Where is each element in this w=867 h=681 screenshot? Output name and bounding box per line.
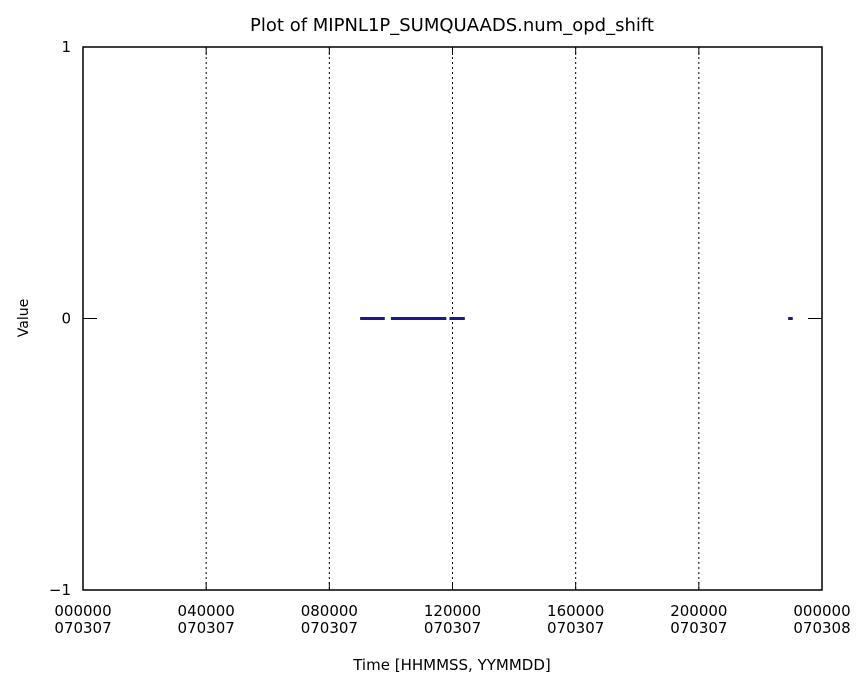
x-tick-label-date: 070307 — [301, 619, 358, 637]
y-tick-label: −1 — [49, 581, 71, 599]
y-tick-label: 0 — [61, 310, 71, 328]
x-tick-label-time: 000000 — [54, 602, 111, 620]
x-tick-label-time: 160000 — [547, 602, 604, 620]
x-axis-label: Time [HHMMSS, YYMMDD] — [352, 656, 551, 674]
x-tick-label-date: 070308 — [793, 619, 850, 637]
x-tick-label-time: 000000 — [793, 602, 850, 620]
chart-title: Plot of MIPNL1P_SUMQUAADS.num_opd_shift — [250, 15, 654, 36]
x-tick-label-time: 040000 — [178, 602, 235, 620]
y-axis-label: Value — [16, 299, 32, 337]
x-tick-label-time: 120000 — [424, 602, 481, 620]
y-tick-label: 1 — [61, 38, 71, 56]
x-tick-label-date: 070307 — [424, 619, 481, 637]
x-tick-label-time: 200000 — [670, 602, 727, 620]
x-tick-label-date: 070307 — [54, 619, 111, 637]
x-tick-label-time: 080000 — [301, 602, 358, 620]
x-tick-label-date: 070307 — [178, 619, 235, 637]
x-tick-label-date: 070307 — [547, 619, 604, 637]
x-tick-label-date: 070307 — [670, 619, 727, 637]
plot-frame — [82, 46, 823, 591]
tick-labels: 0000000703070400000703070800000703071200… — [49, 38, 851, 637]
